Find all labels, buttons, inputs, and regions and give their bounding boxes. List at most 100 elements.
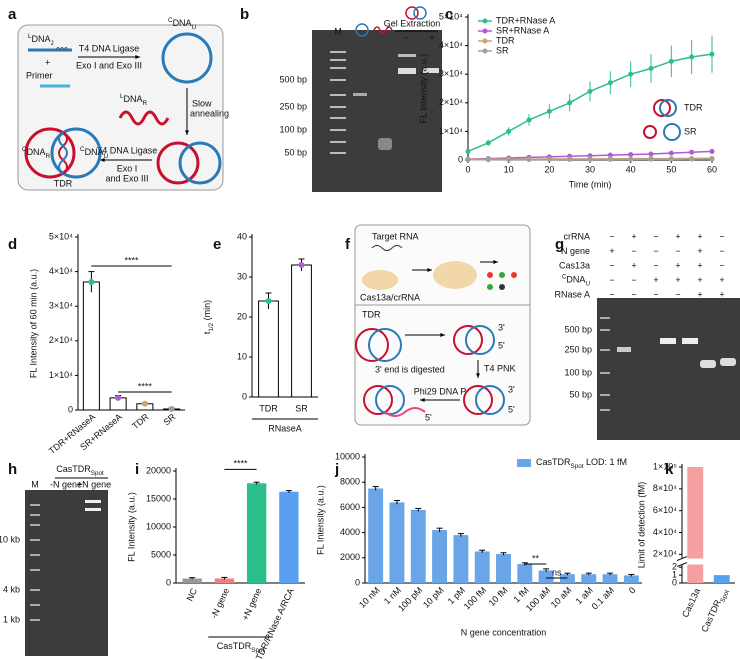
x-tick-label: 0	[465, 164, 470, 174]
y-tick-label: 5000	[151, 549, 171, 559]
band	[85, 508, 101, 511]
ladder-band	[330, 106, 346, 108]
sign: −	[609, 289, 614, 299]
panel-letter: g	[555, 236, 564, 253]
gel-title-part: CasTDR	[56, 464, 91, 474]
x-tick-label: 0	[627, 585, 638, 596]
dna-ring	[463, 385, 493, 415]
legend-label-part: CasTDR	[536, 457, 571, 467]
bar	[602, 574, 618, 583]
bar	[246, 483, 267, 583]
y-tick-label: 3×10⁴	[439, 69, 463, 79]
bar	[474, 551, 490, 583]
marker-label: 100 bp	[564, 367, 592, 377]
group-label-part: Spot	[251, 647, 264, 654]
marker-label: 10 kb	[0, 534, 20, 544]
dna-ring	[663, 123, 681, 141]
helix	[58, 131, 68, 175]
x-tick-label: 100 aM	[524, 585, 552, 613]
row-label-part: U	[585, 281, 590, 288]
legend-label: TDR+RNase A	[496, 15, 555, 25]
bar	[687, 467, 704, 583]
ladder-band	[330, 141, 346, 143]
point	[668, 156, 674, 162]
x-axis-label: Time (min)	[569, 179, 612, 189]
label: Target RNA	[372, 231, 419, 241]
marker-label: 500 bp	[564, 324, 592, 334]
point	[526, 157, 532, 163]
panel-letter: b	[240, 6, 249, 23]
y-axis-label-part: (min)	[202, 300, 212, 323]
axis-break	[678, 558, 735, 565]
sign: −	[609, 260, 614, 270]
row-label: RNase A	[554, 289, 590, 299]
band	[660, 338, 676, 344]
bar	[389, 502, 405, 583]
x-tick-label: 0.1 aM	[590, 585, 617, 612]
annotation: TDR	[684, 102, 703, 112]
band	[700, 360, 716, 368]
dna-ring	[453, 325, 483, 355]
marker-label: 250 bp	[564, 344, 592, 354]
ladder-band	[330, 79, 346, 81]
marker-label: 50 bp	[569, 389, 592, 399]
reporter	[487, 272, 493, 278]
ladder-band	[30, 619, 40, 621]
label: 5'	[498, 340, 505, 350]
legend-label: CasTDRSpot LOD: 1 fM	[536, 457, 627, 470]
x-tick-label: 30	[585, 164, 595, 174]
label: CDNAU	[168, 17, 197, 31]
mean-dot	[265, 298, 272, 304]
label-part: U	[192, 24, 197, 31]
band	[85, 500, 101, 503]
lane-label: M	[334, 26, 342, 36]
label-part: L	[28, 33, 32, 40]
y-tick-label: 0	[355, 577, 360, 587]
gel-title: CasTDRSpot	[56, 464, 104, 477]
y-tick-label: 4×10⁴	[653, 527, 677, 537]
point	[465, 148, 471, 154]
y-axis-label: FL Intensity of 60 min (a.u.)	[28, 269, 38, 378]
panel-letter: j	[334, 461, 339, 478]
legend-marker	[482, 18, 488, 24]
dna-ring	[475, 385, 505, 415]
sign: +	[429, 32, 434, 42]
y-tick-label: 1×10⁴	[49, 370, 73, 380]
x-tick-label: 50	[666, 164, 676, 174]
ladder-band	[600, 409, 610, 411]
arrow-head	[440, 333, 445, 337]
ladder-band	[330, 117, 346, 119]
reporter	[499, 272, 505, 278]
y-tick-label: 5×10⁴	[49, 231, 73, 241]
label: 5'	[425, 412, 432, 422]
strand-end	[55, 47, 69, 52]
ladder-band	[330, 51, 346, 53]
mean-dot	[298, 262, 305, 268]
x-tick-label: 10 nM	[357, 585, 382, 610]
arrow-head	[476, 373, 480, 378]
point	[668, 58, 674, 64]
label: +	[45, 57, 50, 67]
legend-label: TDR	[496, 35, 515, 45]
legend-label-part: LOD: 1 fM	[583, 457, 627, 467]
legend-label: SR+RNase A	[496, 25, 549, 35]
point	[465, 157, 471, 163]
sign: +	[697, 275, 702, 285]
dna-ring	[178, 141, 222, 185]
bar	[453, 535, 469, 583]
label: Primer	[26, 70, 53, 80]
label-part: C	[168, 17, 173, 24]
y-tick-label: 0	[458, 154, 463, 164]
lane-label: +N gene	[77, 479, 111, 489]
dna-ring	[161, 32, 213, 84]
y-tick-label: 6000	[340, 502, 360, 512]
sign: +	[631, 260, 636, 270]
legend-swatch	[517, 459, 531, 467]
rna-wave	[373, 26, 393, 34]
label: Slow	[192, 98, 212, 108]
row-label: CDNAU	[562, 274, 591, 288]
x-tick-label-part: Spot	[719, 589, 731, 604]
marker-label: 250 bp	[279, 101, 307, 111]
point	[648, 65, 654, 71]
ladder-band	[30, 539, 40, 541]
